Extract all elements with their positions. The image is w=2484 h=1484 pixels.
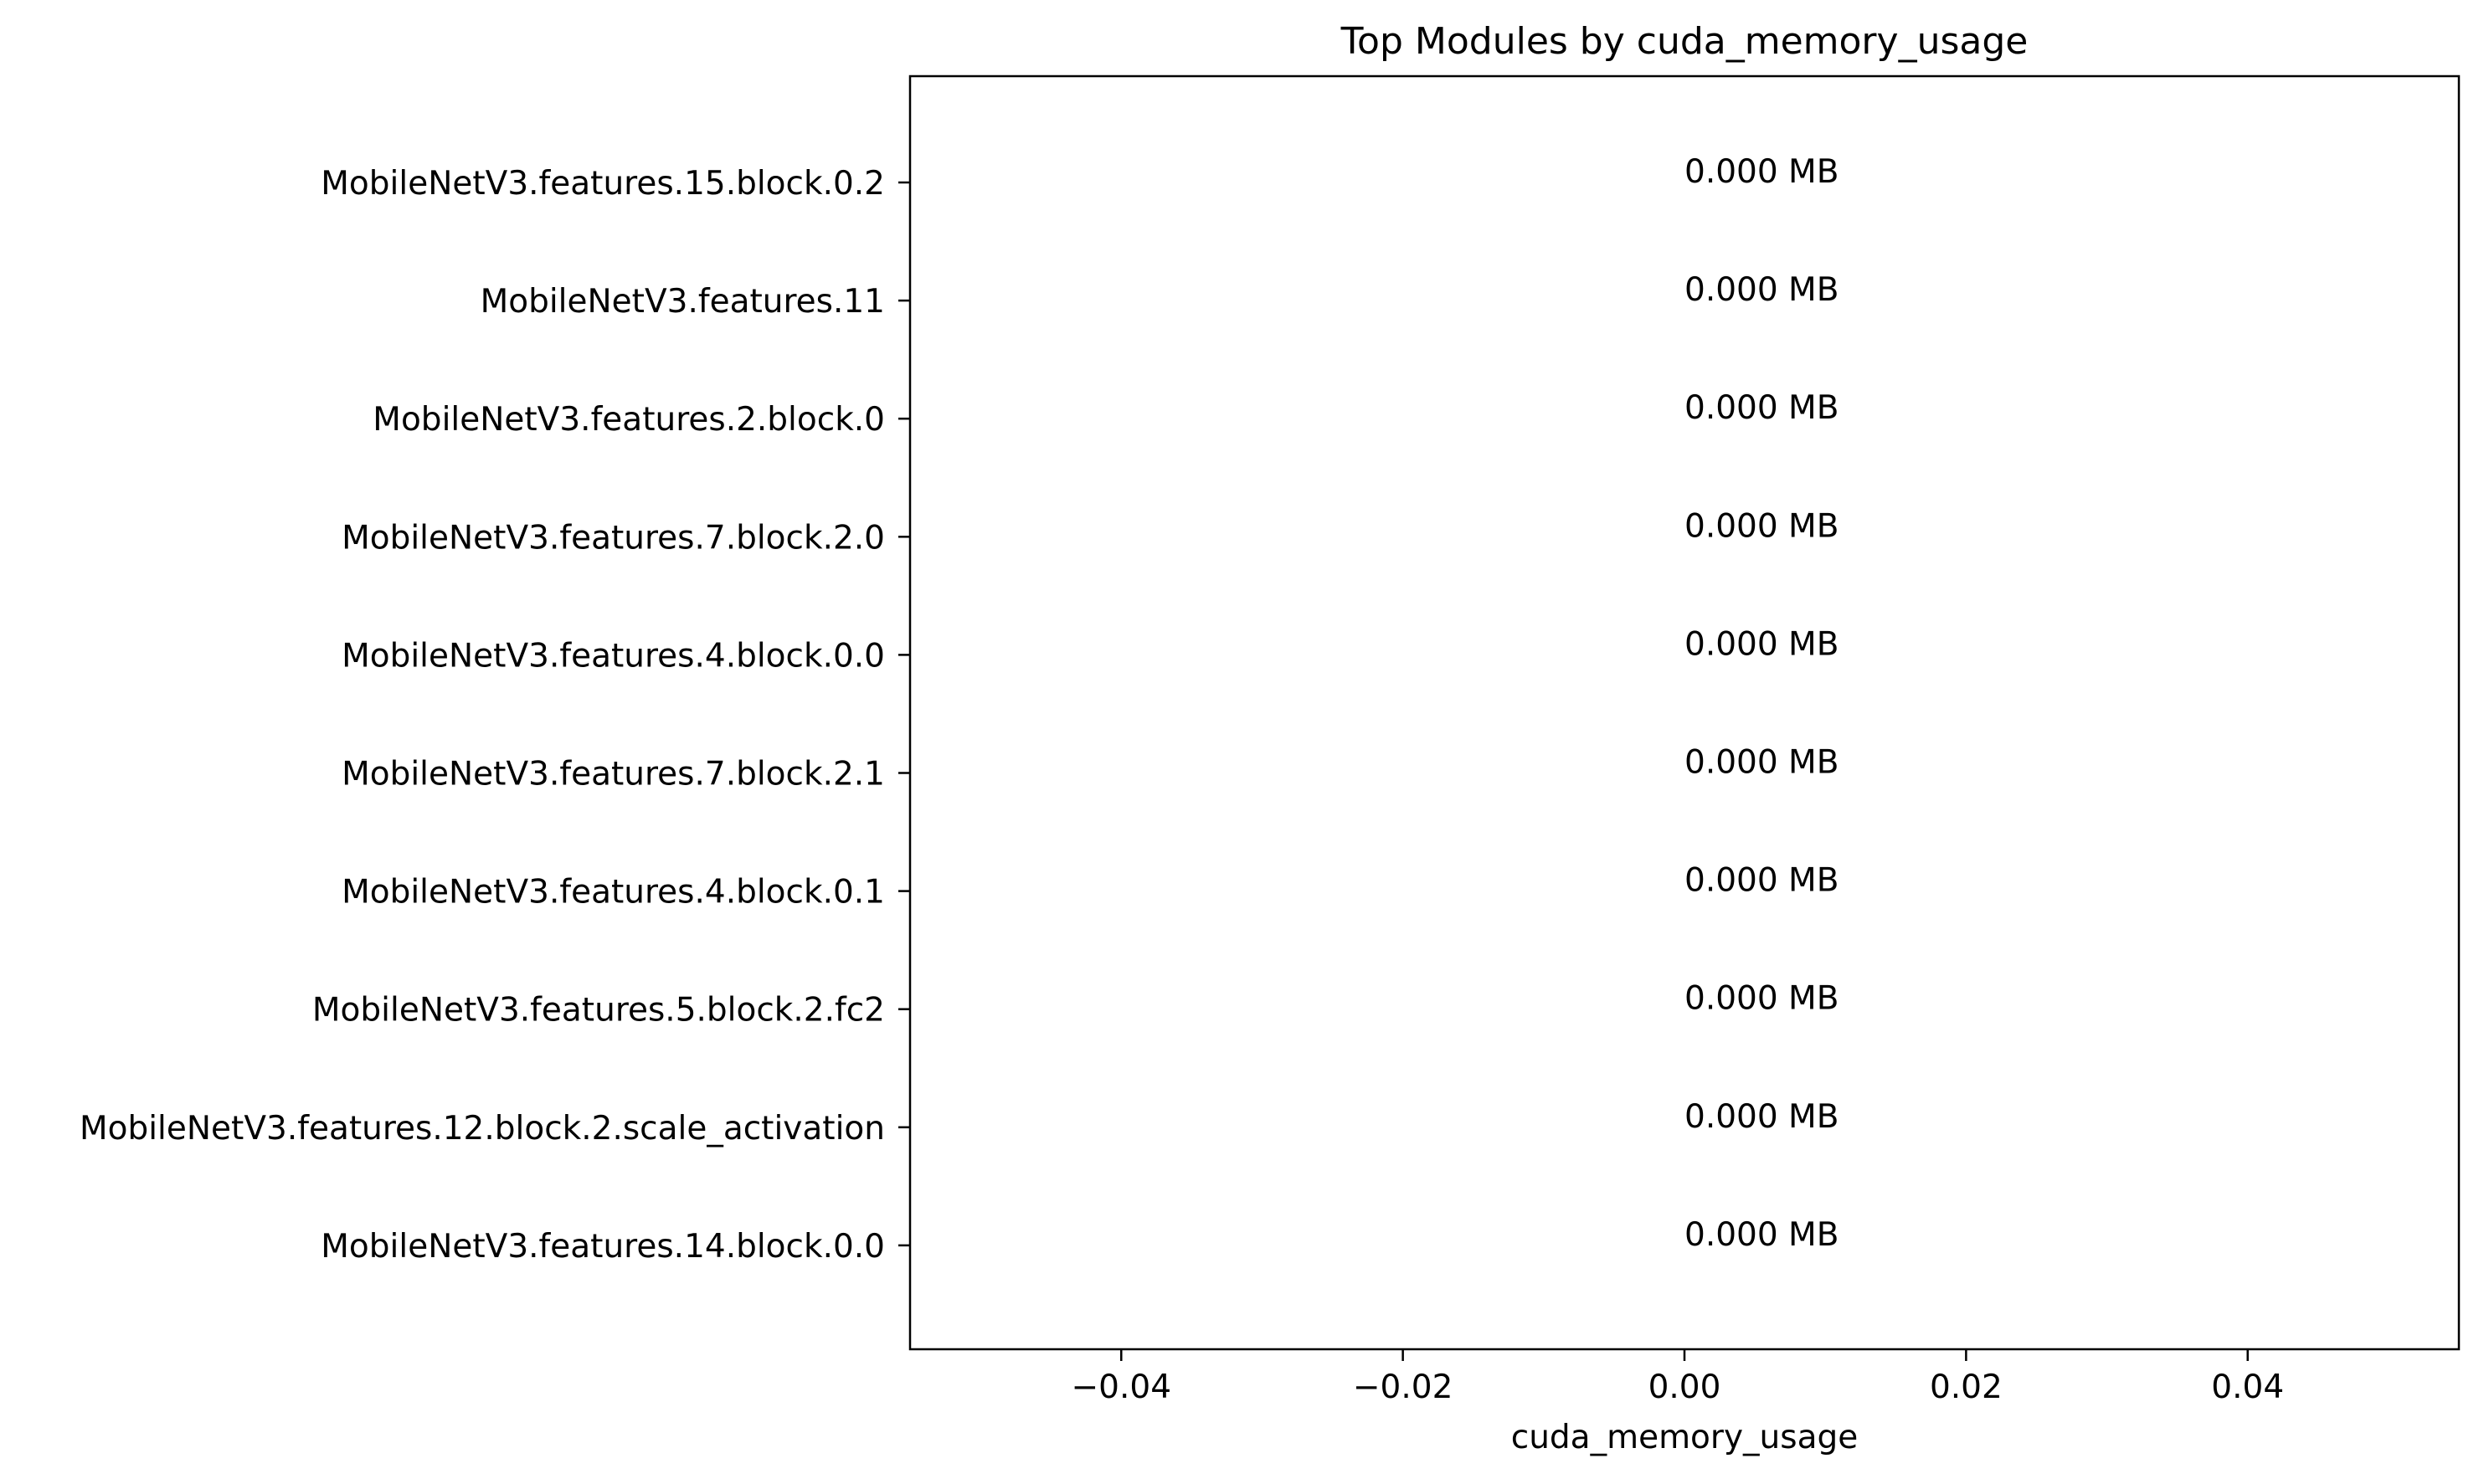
y-tick-label: MobileNetV3.features.4.block.0.1 [342, 874, 885, 911]
chart-title: Top Modules by cuda_memory_usage [1340, 20, 2029, 63]
x-tick-label: −0.04 [1072, 1368, 1172, 1406]
bar-value-label: 0.000 MB [1684, 271, 1839, 309]
y-tick-label: MobileNetV3.features.15.block.0.2 [321, 165, 885, 203]
y-tick-label: MobileNetV3.features.14.block.0.0 [321, 1228, 885, 1266]
x-tick-label: −0.02 [1353, 1368, 1453, 1406]
bar-value-label: 0.000 MB [1684, 1098, 1839, 1136]
y-tick-label: MobileNetV3.features.7.block.2.1 [342, 756, 885, 793]
x-tick-label: 0.04 [2211, 1368, 2284, 1406]
y-tick-label: MobileNetV3.features.5.block.2.fc2 [312, 992, 885, 1030]
x-axis-label: cuda_memory_usage [1511, 1419, 1858, 1456]
chart-marks: −0.04 −0.02 0.00 0.02 0.04 MobileNetV3.featur… [80, 153, 2284, 1406]
bar-value-label: 0.000 MB [1684, 389, 1839, 427]
bar-value-label: 0.000 MB [1684, 507, 1839, 545]
bar-value-label: 0.000 MB [1684, 862, 1839, 900]
bar-value-label: 0.000 MB [1684, 744, 1839, 782]
y-tick-label: MobileNetV3.features.11 [481, 283, 885, 321]
x-tick-label: 0.02 [1930, 1368, 2003, 1406]
y-tick-label: MobileNetV3.features.2.block.0 [373, 401, 885, 439]
y-tick-label: MobileNetV3.features.7.block.2.0 [342, 519, 885, 557]
bar-value-label: 0.000 MB [1684, 1216, 1839, 1254]
y-tick-label: MobileNetV3.features.4.block.0.0 [342, 637, 885, 675]
bar-value-label: 0.000 MB [1684, 625, 1839, 663]
y-tick-label: MobileNetV3.features.12.block.2.scale_ac… [80, 1110, 885, 1148]
plot-area-frame [908, 74, 2461, 1351]
bar-value-label: 0.000 MB [1684, 980, 1839, 1018]
x-tick-label: 0.00 [1648, 1368, 1721, 1406]
bar-value-label: 0.000 MB [1684, 153, 1839, 191]
